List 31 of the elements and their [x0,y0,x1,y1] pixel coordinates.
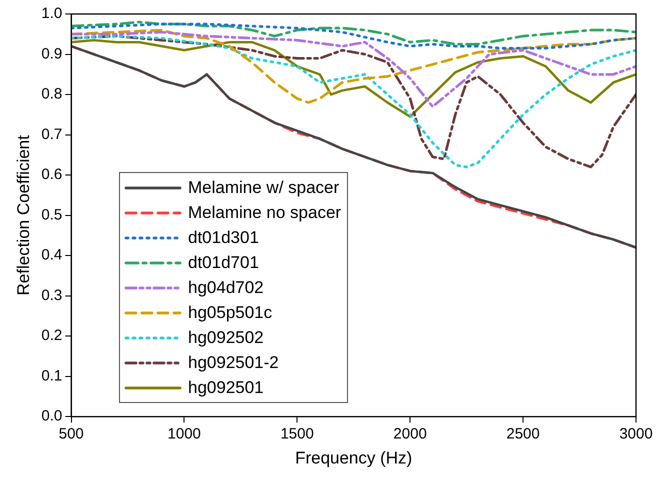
y-tick-label: 0.9 [41,45,62,62]
y-tick-label: 0.5 [41,206,62,224]
legend-label: hg092501-2 [188,352,279,372]
x-axis-title: Frequency (Hz) [295,448,412,468]
legend-label: dt01d701 [188,252,259,272]
x-tick-label: 3000 [619,426,653,443]
x-tick-label: 2500 [506,426,540,443]
x-tick-label: 2000 [393,426,427,443]
y-tick-label: 0.6 [41,166,62,184]
x-tick-label: 1000 [168,426,201,443]
y-tick-label: 0.2 [41,327,62,344]
y-tick-label: 0.4 [41,246,62,264]
y-tick-label: 0.7 [41,126,62,143]
y-tick-label: 0.3 [41,286,62,304]
y-tick-label: 0.8 [41,86,62,103]
line-series [71,22,636,50]
x-tick-label: 1500 [280,426,314,443]
legend-label: hg04d702 [188,278,264,298]
legend-label: dt01d301 [188,228,259,248]
y-tick-label: 0.1 [41,367,62,384]
legend-label: Melamine no spacer [188,202,342,222]
x-tick-label: 500 [58,426,84,443]
legend-label: Melamine w/ spacer [188,178,340,198]
y-tick-label: 1.0 [41,5,62,22]
y-tick-label: 0.0 [41,408,62,425]
line-series [71,34,636,168]
legend-label: hg05p501c [188,302,272,322]
y-axis-title: Reflection Coefficient [14,134,33,296]
legend-label: hg092502 [188,328,264,348]
line-series [71,20,636,46]
legend-label: hg092501 [188,378,264,398]
